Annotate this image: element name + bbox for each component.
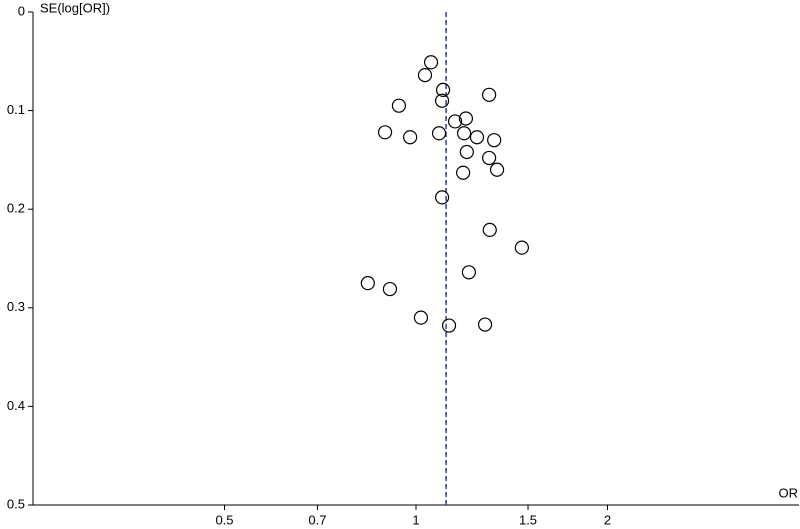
point — [489, 162, 505, 177]
point — [391, 98, 407, 113]
point — [482, 150, 497, 166]
point — [360, 276, 375, 291]
point — [447, 114, 463, 129]
point — [435, 82, 451, 97]
point — [403, 130, 418, 145]
point — [514, 240, 529, 255]
point — [456, 165, 471, 180]
y-tick-label: 0.2 — [7, 201, 25, 216]
x-tick-label: 1.5 — [519, 512, 537, 527]
point — [423, 55, 439, 70]
point — [487, 133, 502, 148]
x-tick-label: 0.7 — [308, 512, 326, 527]
y-tick-label: 0.4 — [7, 398, 25, 413]
point — [441, 318, 457, 333]
point — [431, 126, 447, 141]
y-tick-label: 0 — [18, 3, 25, 18]
y-tick-label: 0.5 — [7, 496, 25, 511]
point — [434, 190, 450, 205]
y-axis-label: SE(log[OR]) — [40, 0, 110, 15]
y-tick-label: 0.3 — [7, 299, 25, 314]
point — [469, 130, 485, 145]
point — [456, 126, 472, 141]
y-tick-label: 0.1 — [7, 102, 25, 117]
point — [382, 281, 398, 297]
point — [459, 144, 474, 160]
point — [482, 222, 497, 238]
x-tick-label: 0.5 — [215, 512, 233, 527]
point — [458, 111, 474, 126]
point — [434, 93, 450, 108]
point — [461, 265, 476, 280]
x-tick-label: 1 — [412, 512, 419, 527]
point — [417, 68, 433, 83]
point — [413, 310, 429, 325]
point — [377, 125, 393, 140]
point — [482, 87, 497, 102]
x-axis-label: OR — [779, 485, 799, 500]
point — [477, 317, 493, 332]
x-tick-label: 2 — [604, 512, 611, 527]
